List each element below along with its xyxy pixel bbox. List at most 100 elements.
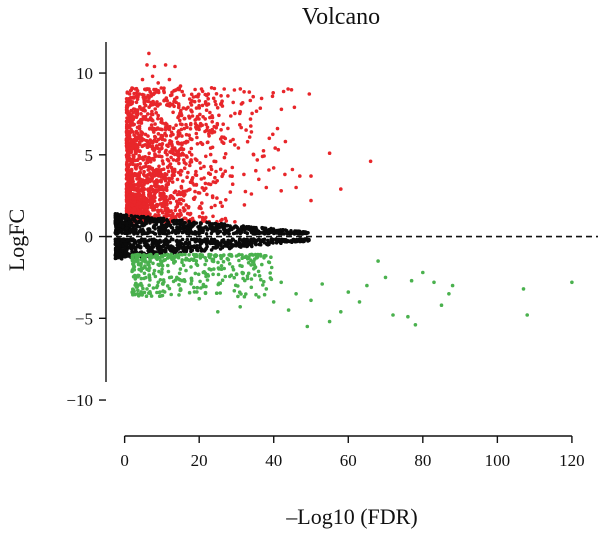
ns-point [205,240,210,245]
down-outlier-point [294,292,298,296]
up-point [203,181,208,186]
up-point [198,161,202,165]
up-point [168,124,172,129]
down-point [135,257,139,262]
up-point [204,122,208,127]
up-point [124,138,129,142]
ns-point [175,218,179,223]
ns-point [242,226,247,231]
ns-point [113,230,118,234]
up-point [179,202,183,206]
ns-point [150,219,154,224]
up-point [271,132,275,137]
ns-point [184,246,189,251]
ns-point [255,231,259,235]
ns-point [207,221,212,225]
ns-point [221,238,226,242]
up-point [214,102,218,107]
up-point [143,132,148,137]
ns-point [227,228,232,233]
ns-point [245,242,249,247]
up-point [222,87,226,91]
up-point [210,194,215,198]
down-outlier-point [271,300,276,304]
ns-point [126,238,131,242]
down-point [203,255,207,260]
down-point [154,253,158,257]
down-point [158,278,163,282]
up-point [178,147,182,152]
ns-point [198,221,203,225]
up-point [276,147,281,152]
up-point [137,133,141,137]
ns-point [133,219,138,223]
up-point [140,92,145,97]
up-point [149,178,153,183]
down-point [134,281,138,286]
down-point [137,273,141,278]
down-point [177,271,182,276]
ns-point [221,227,226,232]
ns-point [138,225,142,229]
up-point [220,99,224,103]
up-point [150,126,155,130]
ns-point [125,216,129,221]
up-outlier-point [223,169,228,173]
ns-point [275,228,280,233]
up-point [261,149,266,153]
down-outlier-point [450,283,455,288]
down-point [178,267,183,271]
up-point [147,172,152,177]
up-outlier-point [147,51,151,56]
up-point [149,144,154,149]
up-point [139,112,143,116]
down-point [246,271,251,276]
ns-point [153,241,158,246]
up-point [238,87,243,91]
up-point [158,102,162,106]
up-outlier-point [163,121,168,126]
down-point [214,291,219,296]
up-point [219,128,223,132]
up-point [194,94,198,99]
up-point [125,90,130,94]
up-point [128,171,133,176]
ns-point [212,246,216,250]
ns-point [121,224,125,229]
up-point [156,174,161,178]
up-point [238,123,242,127]
up-point [219,102,223,106]
ns-point [139,245,143,249]
ns-point [300,232,305,236]
up-outlier-point [279,189,284,193]
up-point [199,177,204,181]
up-point [169,155,173,160]
down-outlier-point [413,323,418,327]
down-point [236,294,240,299]
up-point [185,175,189,179]
down-point [204,284,208,289]
down-point [169,292,173,297]
y-tick-label: −10 [66,391,93,410]
down-point [249,285,254,290]
up-point [248,117,253,121]
ns-point [115,255,120,260]
up-outlier-point [152,138,157,142]
up-point [178,122,183,126]
down-point [143,259,148,263]
down-outlier-point [339,310,343,314]
ns-point [145,242,149,246]
up-point [250,111,254,116]
ns-point [182,242,187,246]
y-axis-label: LogFC [4,209,29,271]
up-point [182,160,187,165]
down-point [187,290,192,295]
up-point [195,135,199,140]
up-point [255,158,260,162]
ns-point [190,248,195,252]
down-outlier-point [197,296,201,301]
up-point [190,114,195,118]
down-outlier-point [234,272,239,276]
up-point [259,96,264,101]
up-point [152,87,156,92]
